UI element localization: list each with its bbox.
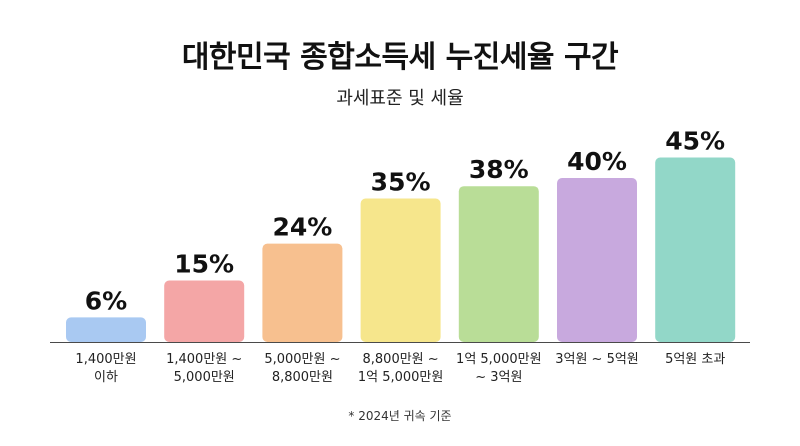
category-label-4-line-1: ~ 3억원 (475, 370, 522, 385)
value-label-2: 24% (272, 213, 332, 242)
bar-2 (262, 243, 343, 342)
category-label-3-line-1: 1억 5,000만원 (358, 370, 444, 385)
category-label-5-line-0: 3억원 ~ 5억원 (555, 352, 639, 367)
value-label-5: 40% (567, 147, 627, 176)
bar-5 (557, 178, 637, 342)
chart-title: 대한민국 종합소득세 누진세율 구간 (181, 40, 619, 75)
bar-3 (360, 198, 441, 342)
value-label-0: 6% (85, 286, 127, 315)
bar-0 (66, 317, 146, 342)
category-label-0-line-0: 1,400만원 (75, 352, 136, 367)
bar-6 (655, 157, 736, 342)
bar-1 (164, 280, 245, 342)
category-label-6-line-0: 5억원 초과 (665, 352, 725, 367)
category-label-2-line-0: 5,000만원 ~ (264, 352, 340, 367)
chart-subtitle: 과세표준 및 세율 (336, 88, 464, 109)
category-label-4-line-0: 1억 5,000만원 (456, 352, 542, 367)
category-label-0-line-1: 이하 (94, 370, 118, 385)
chart-footnote: * 2024년 귀속 기준 (348, 409, 452, 423)
category-label-1-line-0: 1,400만원 ~ (166, 352, 242, 367)
bar-4 (458, 186, 539, 342)
value-label-4: 38% (469, 155, 529, 184)
category-label-1-line-1: 5,000만원 (174, 370, 235, 385)
value-label-1: 15% (174, 250, 234, 279)
value-label-3: 35% (371, 168, 431, 197)
category-label-3-line-0: 8,800만원 ~ (363, 352, 439, 367)
category-label-2-line-1: 8,800만원 (272, 370, 333, 385)
value-label-6: 45% (665, 127, 725, 156)
